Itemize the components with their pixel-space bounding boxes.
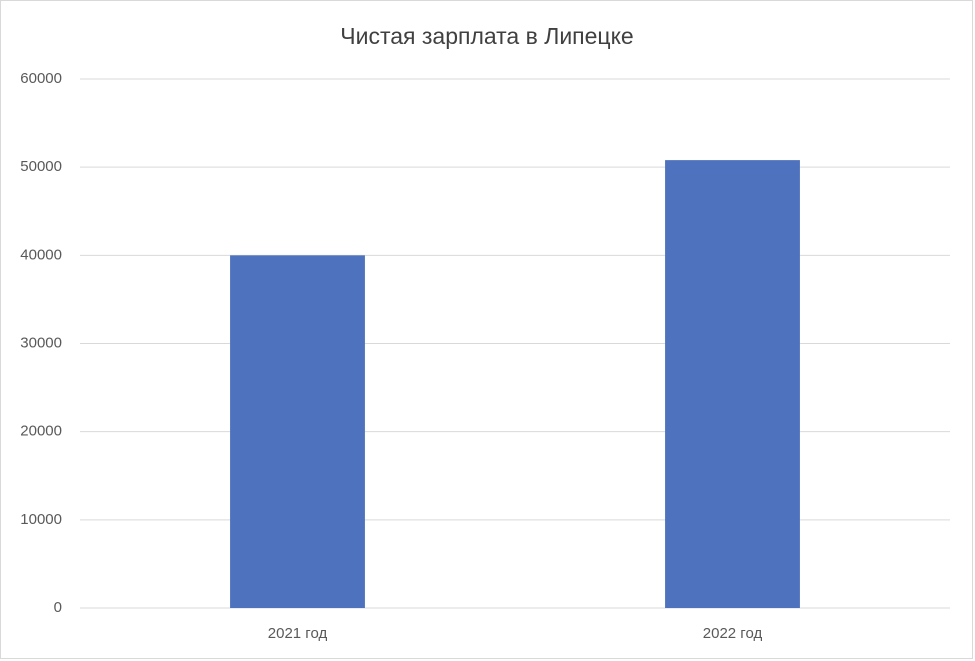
x-tick-label: 2022 год: [703, 625, 763, 642]
y-tick-label: 40000: [20, 246, 62, 263]
y-tick-label: 30000: [20, 334, 62, 351]
y-tick-label: 60000: [20, 70, 62, 87]
bar: [230, 255, 365, 609]
y-tick-label: 20000: [20, 423, 62, 440]
chart-title: Чистая зарплата в Липецке: [340, 23, 633, 49]
y-tick-label: 50000: [20, 158, 62, 175]
x-tick-label: 2021 год: [268, 625, 328, 642]
bar: [665, 160, 800, 608]
y-tick-label: 10000: [20, 511, 62, 528]
y-tick-label: 0: [54, 599, 62, 616]
